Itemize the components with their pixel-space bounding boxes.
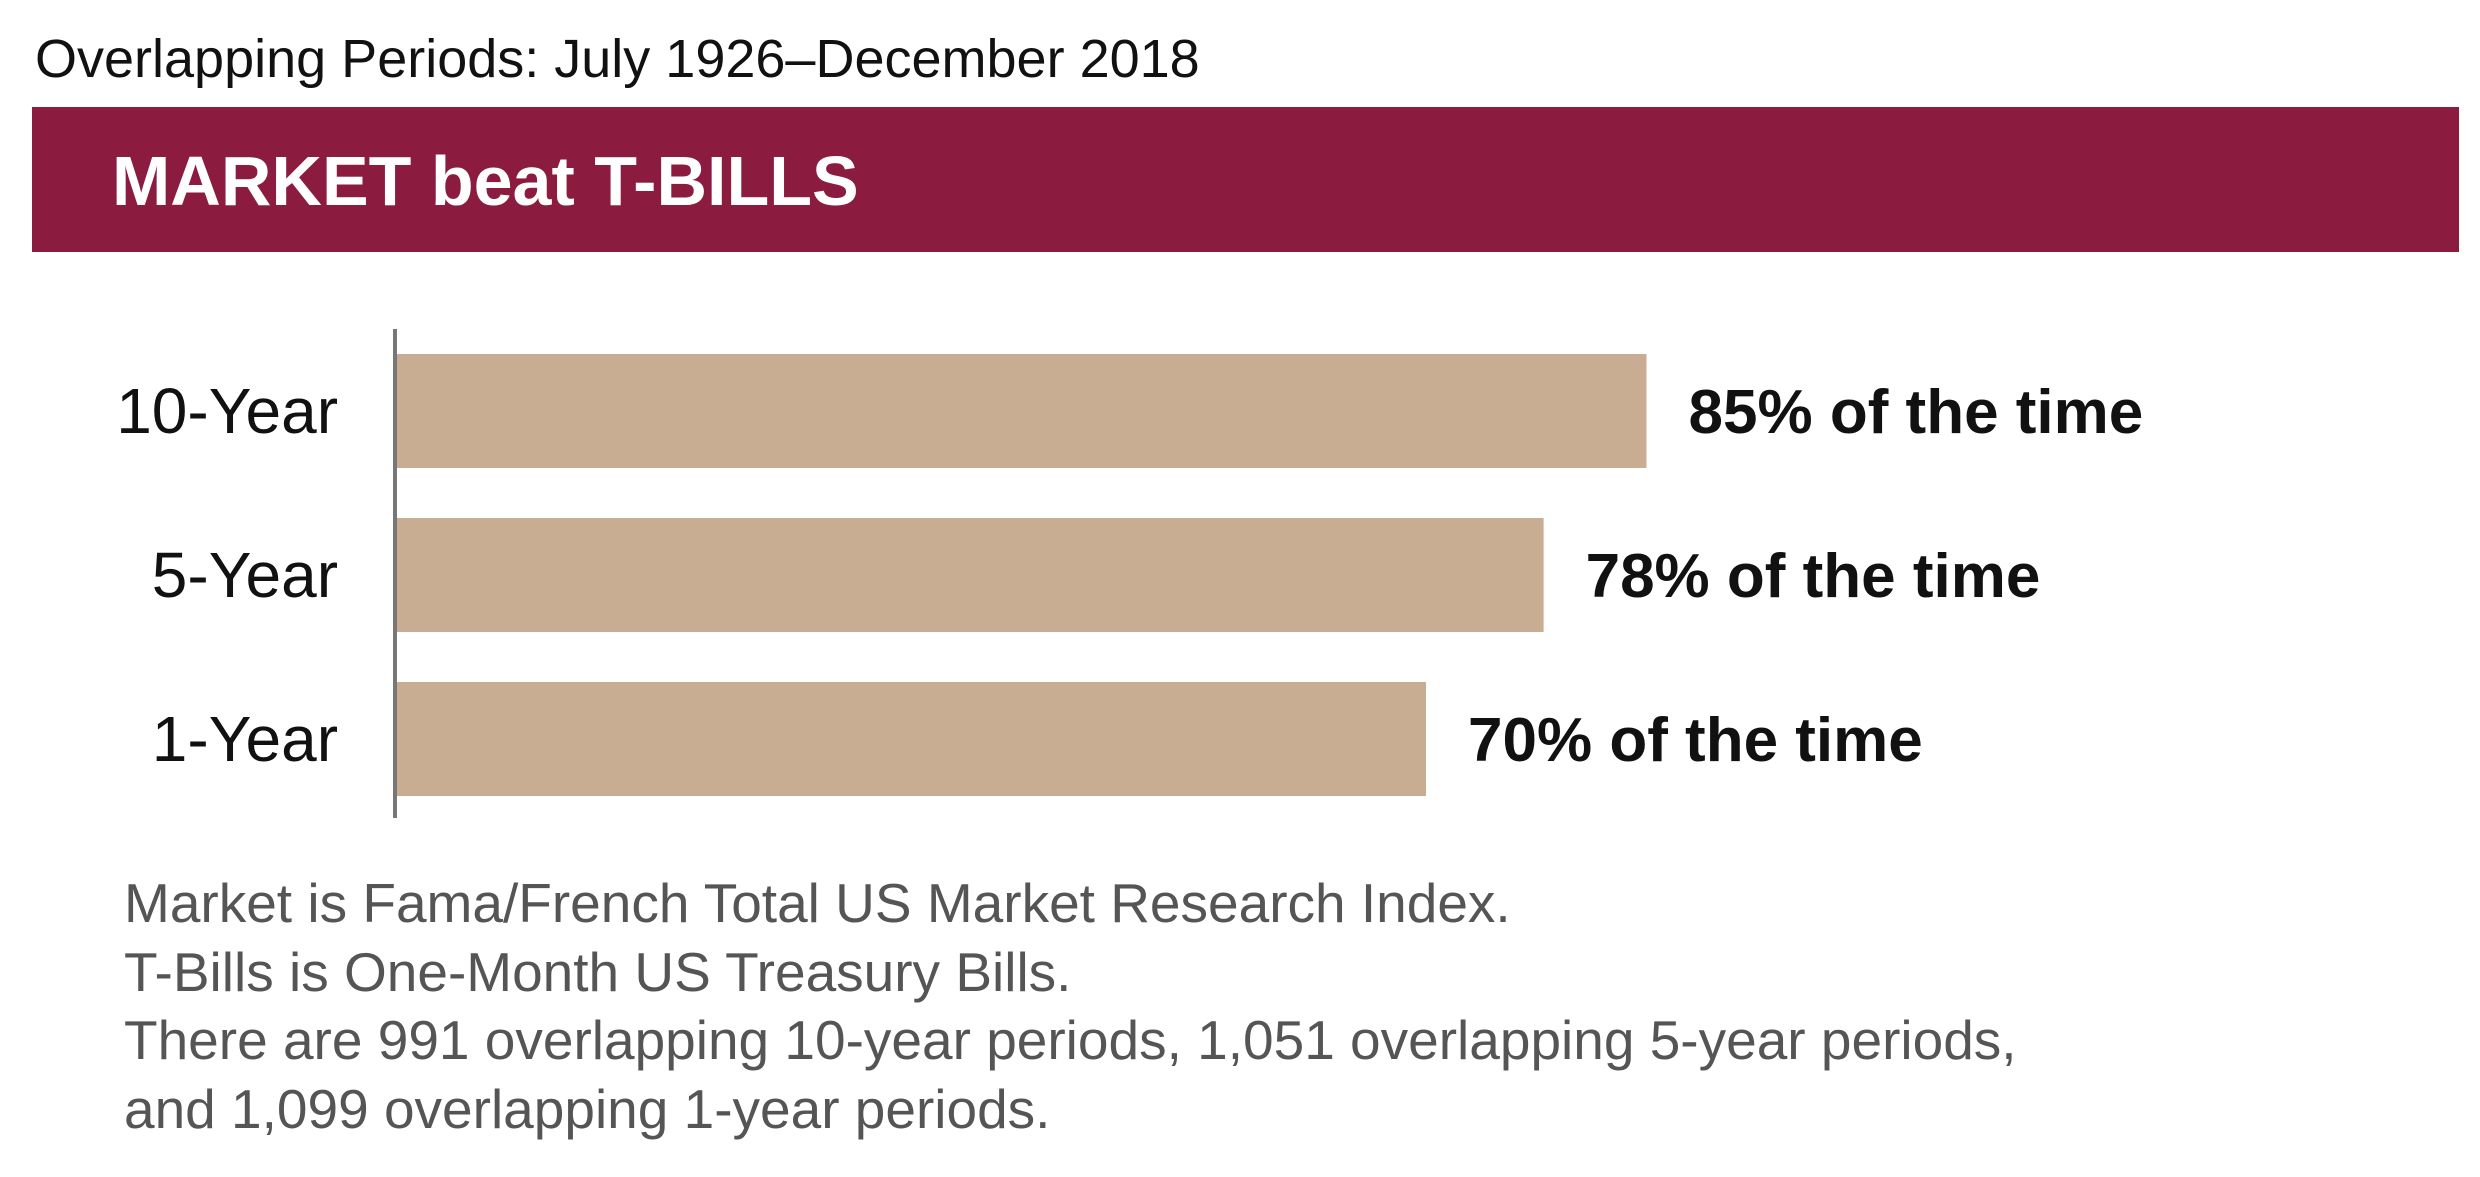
note: Market is Fama/French Total US Market Re…: [124, 872, 1511, 934]
note: and 1,099 overlapping 1-year periods.: [124, 1078, 1050, 1140]
note: There are 991 overlapping 10-year period…: [124, 1009, 2017, 1071]
bar: [397, 682, 1426, 796]
y-tick-label: 5-Year: [152, 539, 338, 611]
bar: [397, 354, 1647, 468]
title-banner: [32, 107, 2459, 252]
value-label: 70% of the time: [1468, 706, 1923, 775]
value-label: 78% of the time: [1586, 542, 2041, 611]
y-tick-label: 10-Year: [116, 375, 338, 447]
y-tick-label: 1-Year: [152, 703, 338, 775]
notes: Market is Fama/French Total US Market Re…: [124, 872, 2017, 1140]
subtitle: Overlapping Periods: July 1926–December …: [35, 29, 1200, 89]
value-label: 85% of the time: [1689, 378, 2144, 447]
bar: [397, 518, 1544, 632]
note: T-Bills is One-Month US Treasury Bills.: [124, 941, 1071, 1003]
chart-title: MARKET beat T-BILLS: [112, 142, 859, 220]
